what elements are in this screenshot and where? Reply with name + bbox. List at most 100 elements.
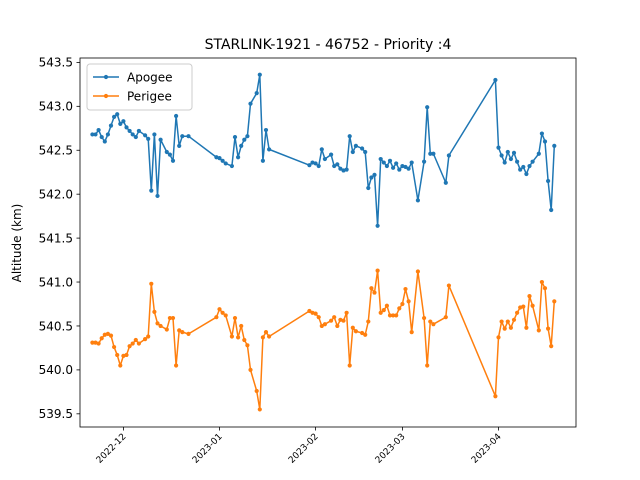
perigee-point xyxy=(329,318,334,323)
apogee-point xyxy=(431,151,436,156)
perigee-point xyxy=(152,309,157,315)
perigee-point xyxy=(108,333,114,338)
apogee-series xyxy=(90,72,557,228)
perigee-point xyxy=(96,341,101,346)
perigee-point xyxy=(546,326,551,331)
perigee-point xyxy=(149,281,154,286)
perigee-point xyxy=(344,310,349,315)
perigee-point xyxy=(214,315,219,320)
perigee-point xyxy=(220,310,225,315)
perigee-point xyxy=(527,293,532,299)
apogee-point xyxy=(248,101,253,106)
perigee-point xyxy=(425,363,430,368)
apogee-point xyxy=(96,127,101,133)
apogee-point xyxy=(329,152,334,157)
perigee-point xyxy=(170,315,176,321)
perigee-point xyxy=(127,344,132,349)
apogee-point xyxy=(353,143,358,148)
apogee-point xyxy=(391,165,396,170)
apogee-point xyxy=(530,159,535,164)
apogee-point xyxy=(363,149,368,155)
perigee-point xyxy=(90,340,95,345)
apogee-point xyxy=(164,149,169,155)
perigee-point xyxy=(353,329,358,334)
perigee-point xyxy=(406,299,411,304)
apogee-point xyxy=(260,158,265,163)
apogee-point xyxy=(372,172,377,177)
apogee-point xyxy=(170,158,176,163)
perigee-point xyxy=(239,323,244,329)
apogee-point xyxy=(369,175,374,180)
perigee-point xyxy=(136,341,141,346)
perigee-point xyxy=(431,322,436,327)
perigee-point xyxy=(542,286,548,291)
perigee-point xyxy=(267,334,272,339)
perigee-point xyxy=(381,308,386,313)
perigee-point xyxy=(335,323,340,329)
apogee-point xyxy=(158,137,163,142)
apogee-point xyxy=(375,223,380,228)
perigee-point xyxy=(341,318,346,323)
perigee-point xyxy=(307,308,312,314)
perigee-point xyxy=(260,335,265,340)
perigee-point xyxy=(133,337,138,343)
perigee-point xyxy=(524,325,529,330)
apogee-point xyxy=(307,163,312,168)
perigee-point xyxy=(158,323,163,329)
apogee-point xyxy=(130,132,135,137)
apogee-point xyxy=(344,167,349,172)
perigee-point xyxy=(254,388,259,394)
perigee-point xyxy=(130,341,135,346)
apogee-point xyxy=(124,125,129,130)
apogee-point xyxy=(155,193,160,199)
perigee-point xyxy=(257,407,262,412)
apogee-point xyxy=(133,134,138,140)
apogee-point xyxy=(236,155,241,160)
perigee-point xyxy=(313,311,318,316)
perigee-point xyxy=(539,279,545,285)
apogee-point xyxy=(220,158,225,163)
apogee-point xyxy=(167,152,172,157)
apogee-point xyxy=(387,158,393,163)
perigee-point xyxy=(446,283,451,288)
perigee-point xyxy=(428,319,433,324)
perigee-point xyxy=(186,331,191,336)
apogee-point xyxy=(102,139,107,144)
perigee-point xyxy=(493,394,498,399)
axes-frame xyxy=(79,57,577,428)
apogee-point xyxy=(143,133,148,138)
perigee-point xyxy=(387,313,393,318)
perigee-point xyxy=(403,286,408,292)
apogee-point xyxy=(536,151,541,156)
y-tick-label: 541.0 xyxy=(39,275,73,289)
perigee-point xyxy=(552,299,557,304)
perigee-point xyxy=(124,352,129,358)
y-tick-label: 543.5 xyxy=(39,56,73,70)
apogee-point xyxy=(90,132,95,137)
y-tick-label: 543.0 xyxy=(39,100,73,114)
perigee-point xyxy=(322,322,327,327)
apogee-point xyxy=(347,134,352,139)
legend-perigee-marker xyxy=(103,93,109,99)
perigee-point xyxy=(372,290,377,295)
y-tick-label: 542.0 xyxy=(39,187,73,201)
perigee-series xyxy=(90,268,557,412)
legend-box xyxy=(86,63,193,111)
apogee-point xyxy=(146,136,151,141)
apogee-point xyxy=(493,77,498,83)
apogee-point xyxy=(108,123,114,128)
perigee-point xyxy=(409,330,414,335)
apogee-point xyxy=(524,171,529,177)
apogee-point xyxy=(115,112,120,117)
apogee-point xyxy=(409,160,414,165)
legend-perigee-label: Perigee xyxy=(127,89,172,103)
perigee-point xyxy=(499,319,504,324)
perigee-point xyxy=(146,334,151,339)
apogee-point xyxy=(319,147,324,152)
perigee-point xyxy=(363,332,368,337)
apogee-point xyxy=(335,162,340,167)
apogee-point xyxy=(397,167,402,172)
apogee-point xyxy=(446,153,451,158)
perigee-point xyxy=(115,352,120,358)
perigee-point xyxy=(177,328,182,333)
